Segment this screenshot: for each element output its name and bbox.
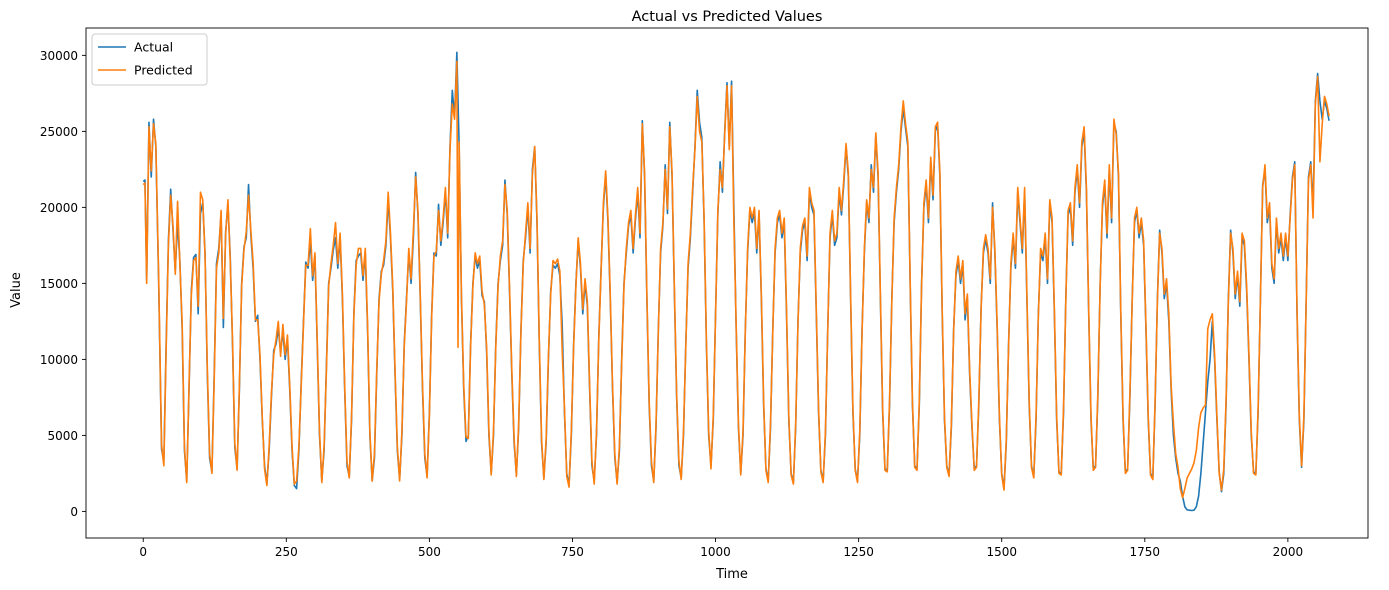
y-tick-label: 15000 xyxy=(40,277,78,291)
x-axis-ticks: 0 250 500 750 1000 1250 1500 1750 2000 xyxy=(139,538,1303,559)
y-tick-label: 10000 xyxy=(40,353,78,367)
y-tick-label: 30000 xyxy=(40,49,78,63)
x-tick-label: 1000 xyxy=(700,545,731,559)
series-line-predicted xyxy=(142,60,1330,499)
y-axis-label: Value xyxy=(9,272,24,308)
y-tick-label: 20000 xyxy=(40,201,78,215)
legend-label-actual: Actual xyxy=(134,40,173,55)
x-tick-label: 1500 xyxy=(986,545,1017,559)
legend: Actual Predicted xyxy=(91,33,208,86)
legend-label-predicted: Predicted xyxy=(134,63,193,78)
y-tick-label: 0 xyxy=(70,505,78,519)
y-tick-label: 5000 xyxy=(47,429,78,443)
x-tick-label: 500 xyxy=(418,545,441,559)
chart-title: Actual vs Predicted Values xyxy=(632,9,823,25)
x-tick-label: 1750 xyxy=(1130,545,1161,559)
x-tick-label: 250 xyxy=(275,545,298,559)
y-axis-ticks: 0 5000 10000 15000 20000 25000 30000 xyxy=(40,49,86,519)
plot-frame xyxy=(85,27,1369,539)
series-group xyxy=(142,51,1330,512)
x-tick-label: 0 xyxy=(139,545,147,559)
x-tick-label: 750 xyxy=(561,545,584,559)
x-axis-label: Time xyxy=(715,567,748,582)
x-tick-label: 2000 xyxy=(1273,545,1304,559)
y-tick-label: 25000 xyxy=(40,125,78,139)
x-tick-label: 1250 xyxy=(843,545,874,559)
